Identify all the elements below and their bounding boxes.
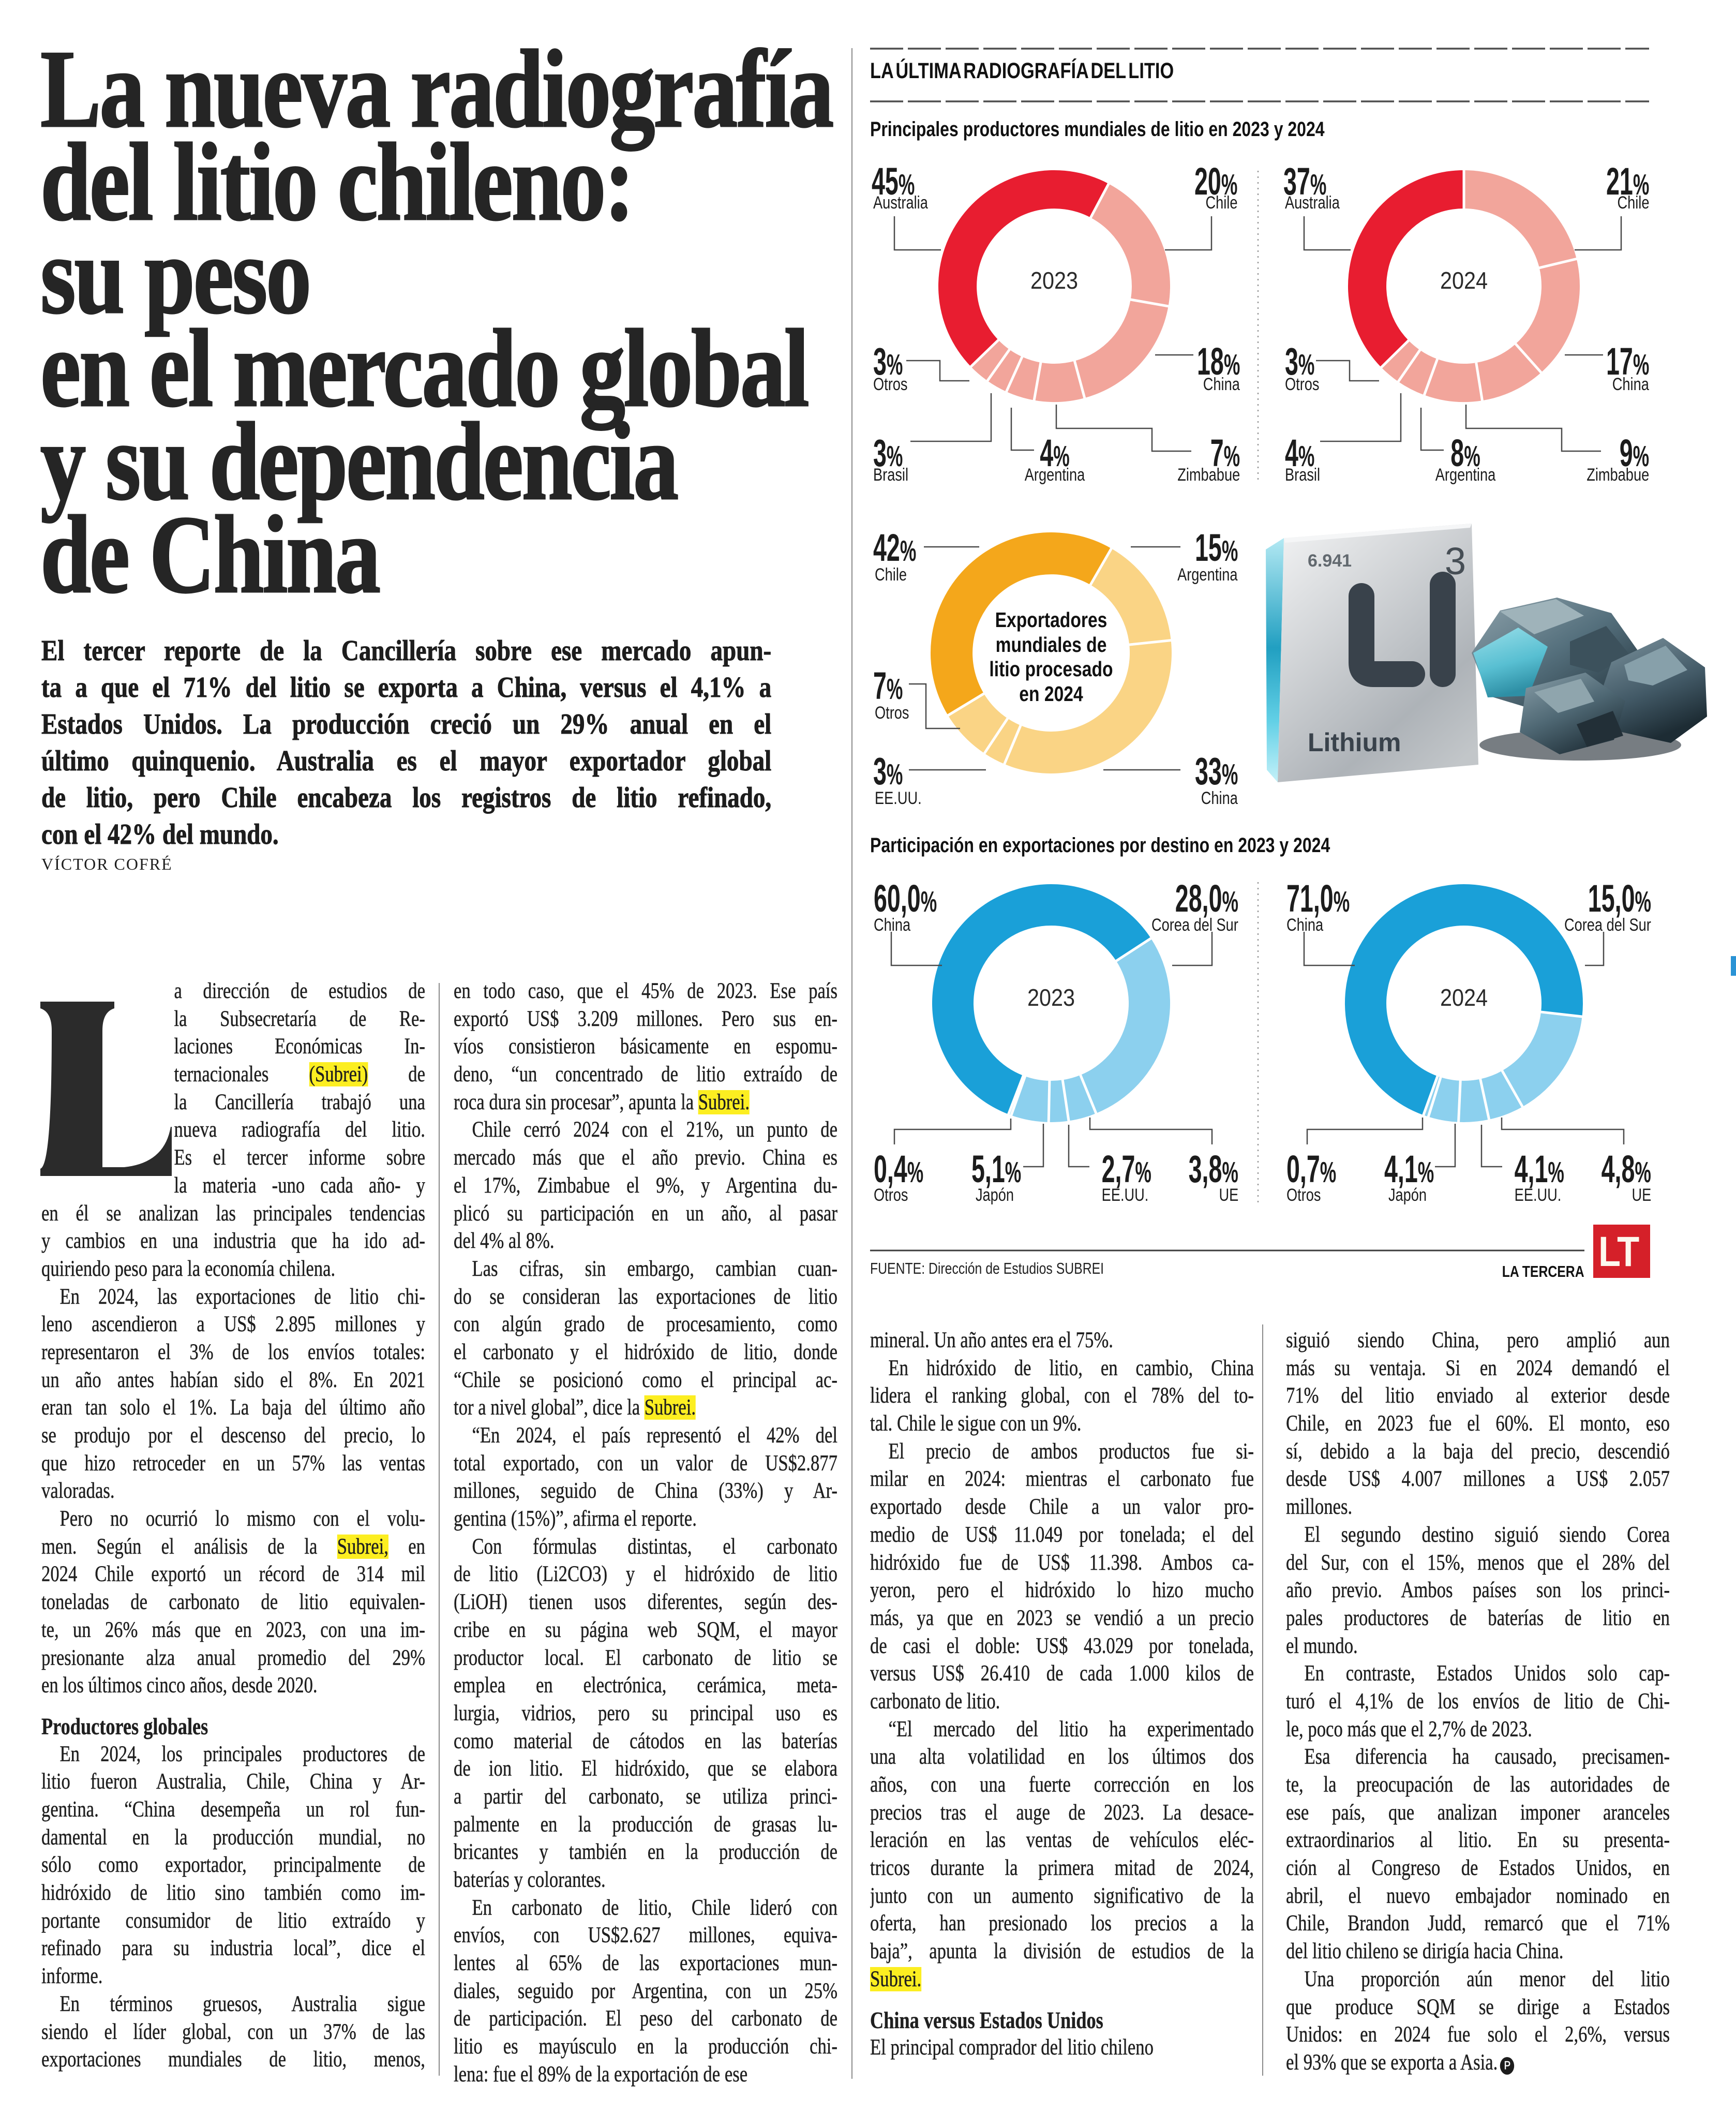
svg-text:Lithium: Lithium xyxy=(1308,728,1401,757)
svg-text:6.941: 6.941 xyxy=(1308,551,1352,571)
